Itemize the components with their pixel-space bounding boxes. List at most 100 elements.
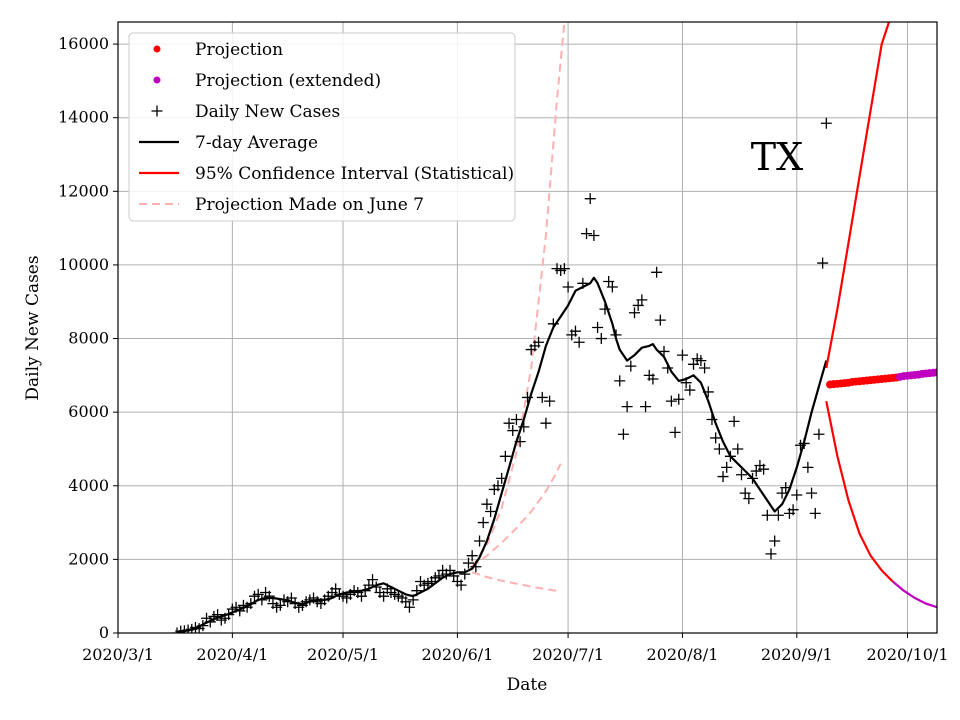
legend-label: 95% Confidence Interval (Statistical) — [195, 164, 514, 184]
daily-case-marker — [651, 266, 663, 278]
y-tick-label: 12000 — [58, 181, 109, 200]
daily-case-marker — [654, 314, 666, 326]
daily-case-marker — [355, 590, 367, 602]
daily-case-marker — [802, 461, 814, 473]
daily-case-marker — [809, 507, 821, 519]
y-tick-label: 0 — [99, 623, 109, 642]
daily-case-marker — [732, 443, 744, 455]
daily-case-marker — [533, 336, 545, 348]
daily-case-marker — [455, 579, 467, 591]
daily-case-marker — [558, 263, 570, 275]
projection-extended-point — [933, 368, 937, 377]
daily-case-marker — [658, 345, 670, 357]
legend-marker-dot — [153, 45, 161, 53]
state-annotation: TX — [751, 135, 803, 179]
daily-case-marker — [772, 509, 784, 521]
daily-case-marker — [743, 493, 755, 505]
ci-lower-line — [825, 400, 894, 583]
june7-projection-lower — [471, 571, 561, 593]
daily-case-marker — [481, 498, 493, 510]
daily-case-marker — [695, 355, 707, 367]
daily-case-marker — [713, 443, 725, 455]
daily-case-marker — [699, 362, 711, 374]
y-axis-label: Daily New Cases — [23, 255, 43, 400]
daily-case-marker — [640, 401, 652, 413]
legend-label: Projection (extended) — [195, 71, 381, 91]
daily-case-marker — [721, 461, 733, 473]
x-axis-label: Date — [507, 675, 548, 695]
daily-case-marker — [673, 393, 685, 405]
ci-lower-extended-line — [891, 580, 937, 609]
daily-case-marker — [791, 489, 803, 501]
daily-case-marker — [536, 391, 548, 403]
y-tick-label: 4000 — [68, 476, 109, 495]
legend-label: Daily New Cases — [195, 102, 340, 122]
daily-case-marker — [647, 373, 659, 385]
daily-case-marker — [263, 590, 275, 602]
plot-frame — [117, 21, 938, 634]
x-tick-label: 2020/6/1 — [421, 645, 493, 664]
daily-case-marker — [761, 509, 773, 521]
daily-case-marker — [665, 395, 677, 407]
legend: Projection Projection (extended) Daily New… — [128, 32, 516, 222]
seven-day-average-line — [176, 276, 828, 633]
ci-upper-line — [825, 22, 891, 369]
daily-case-marker — [573, 336, 585, 348]
daily-case-marker — [676, 349, 688, 361]
daily-case-marker — [606, 281, 618, 293]
daily-case-marker — [477, 517, 489, 529]
daily-case-marker — [171, 627, 183, 633]
daily-case-marker — [758, 463, 770, 475]
daily-case-marker — [459, 568, 471, 580]
daily-case-marker — [632, 299, 644, 311]
daily-case-marker — [735, 469, 747, 481]
daily-case-marker — [518, 421, 530, 433]
daily-case-marker — [544, 395, 556, 407]
daily-case-marker — [588, 229, 600, 241]
daily-case-marker — [485, 506, 497, 518]
daily-case-marker — [540, 417, 552, 429]
daily-case-marker — [739, 487, 751, 499]
daily-case-marker — [817, 257, 829, 269]
daily-case-marker — [617, 428, 629, 440]
y-tick-label: 8000 — [68, 329, 109, 348]
daily-case-marker — [684, 384, 696, 396]
june7-projection-middle — [471, 463, 562, 568]
legend-marker-dot — [153, 76, 161, 84]
x-tick-label: 2020/4/1 — [196, 645, 268, 664]
y-tick-label: 2000 — [68, 549, 109, 568]
daily-case-marker — [706, 414, 718, 426]
legend-label: Projection — [195, 40, 283, 60]
daily-case-marker — [274, 599, 286, 611]
daily-case-marker — [466, 550, 478, 562]
daily-case-marker — [787, 504, 799, 516]
daily-case-marker — [462, 557, 474, 569]
june7-projection-upper — [471, 22, 566, 568]
daily-case-marker — [584, 193, 596, 205]
daily-case-marker — [813, 428, 825, 440]
x-tick-label: 2020/10/1 — [866, 645, 948, 664]
daily-case-marker — [330, 583, 342, 595]
daily-case-marker — [252, 588, 264, 600]
y-tick-label: 14000 — [58, 108, 109, 127]
legend-marker-plus — [151, 105, 163, 117]
axis-ticks: 2020/3/1 2020/4/1 2020/5/1 2020/6/1 2020/7/1… — [58, 34, 948, 664]
daily-case-marker — [378, 590, 390, 602]
x-tick-label: 2020/5/1 — [307, 645, 379, 664]
legend-box — [128, 32, 516, 222]
daily-case-marker — [628, 307, 640, 319]
x-tick-label: 2020/3/1 — [82, 645, 154, 664]
daily-case-marker — [603, 275, 615, 287]
daily-case-marker — [717, 471, 729, 483]
daily-case-marker — [507, 425, 519, 437]
legend-label: Projection Made on June 7 — [195, 195, 424, 215]
plot-area — [171, 22, 937, 633]
daily-case-marker — [599, 303, 611, 315]
daily-case-marker — [562, 281, 574, 293]
daily-case-marker — [367, 574, 379, 586]
daily-case-marker — [403, 601, 415, 613]
daily-case-marker — [710, 432, 722, 444]
daily-case-marker — [400, 596, 412, 608]
daily-case-marker — [499, 450, 511, 462]
